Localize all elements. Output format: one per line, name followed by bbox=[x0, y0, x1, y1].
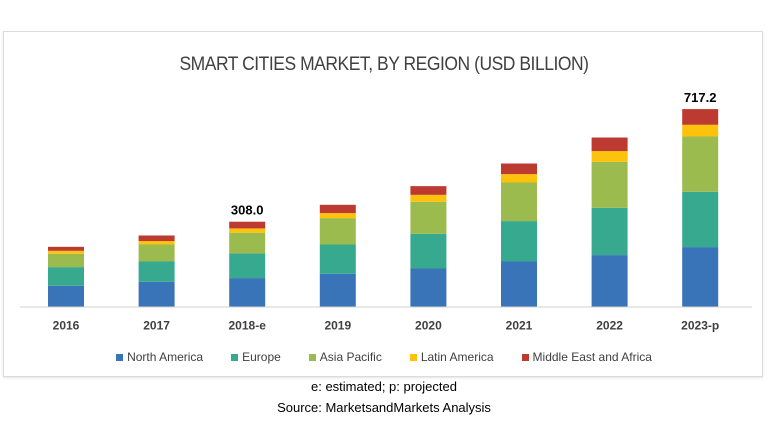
x-tick-label: 2019 bbox=[324, 319, 351, 333]
legend-item: Middle East and Africa bbox=[521, 350, 652, 364]
legend-label: North America bbox=[127, 350, 204, 364]
legend-label: Latin America bbox=[420, 350, 494, 364]
bar-segment-europe-2018-e bbox=[229, 253, 266, 279]
bar-segment-europe-2020 bbox=[410, 233, 447, 269]
legend-item: North America bbox=[116, 350, 203, 364]
x-tick-label: 2016 bbox=[53, 319, 80, 333]
bar-segment-asia-pacific-2023-p bbox=[682, 136, 719, 192]
bar-segment-latin-america-2017 bbox=[138, 241, 175, 245]
bar-segment-latin-america-2019 bbox=[319, 213, 356, 219]
legend-item: Europe bbox=[231, 350, 281, 364]
data-label-total: 308.0 bbox=[231, 203, 264, 218]
bar-segment-north-america-2019 bbox=[319, 273, 356, 307]
bar-segment-middle-east-and-africa-2023-p bbox=[682, 109, 719, 125]
bar-segment-asia-pacific-2017 bbox=[138, 244, 175, 262]
x-tick-label: 2022 bbox=[596, 319, 623, 333]
bar-segment-latin-america-2022 bbox=[591, 151, 628, 162]
bar-segment-middle-east-and-africa-2016 bbox=[48, 246, 84, 251]
bar-segment-asia-pacific-2021 bbox=[501, 182, 537, 222]
bar-segment-middle-east-and-africa-2022 bbox=[591, 137, 628, 152]
legend-label: Europe bbox=[242, 350, 281, 364]
legend-swatch bbox=[521, 353, 529, 361]
x-tick-label: 2023-p bbox=[681, 319, 719, 333]
bar-segment-asia-pacific-2022 bbox=[591, 161, 628, 208]
x-tick-label: 2017 bbox=[143, 319, 170, 333]
bar-segment-asia-pacific-2020 bbox=[410, 201, 447, 234]
bar-segment-north-america-2022 bbox=[591, 255, 628, 307]
legend-label: Middle East and Africa bbox=[532, 350, 652, 364]
bar-segment-asia-pacific-2019 bbox=[319, 218, 356, 245]
bar-segment-middle-east-and-africa-2018-e bbox=[229, 221, 266, 229]
chart-frame bbox=[3, 31, 763, 377]
x-tick-label: 2018-e bbox=[229, 319, 267, 333]
x-tick-label: 2020 bbox=[415, 319, 442, 333]
bar-segment-europe-2022 bbox=[591, 207, 628, 256]
footnote-abbreviations: e: estimated; p: projected bbox=[311, 379, 457, 394]
bar-segment-latin-america-2023-p bbox=[682, 124, 719, 137]
bar-segment-north-america-2020 bbox=[410, 268, 447, 307]
legend-item: Asia Pacific bbox=[308, 350, 382, 364]
legend: North America Europe Asia Pacific Latin Ame… bbox=[0, 350, 768, 364]
bar-segment-middle-east-and-africa-2017 bbox=[138, 235, 175, 242]
bar-segment-europe-2023-p bbox=[682, 191, 719, 248]
bar-segment-asia-pacific-2016 bbox=[48, 253, 84, 268]
bar-segment-europe-2021 bbox=[501, 221, 537, 262]
chart-title: SMART CITIES MARKET, BY REGION (USD BILL… bbox=[179, 54, 589, 75]
legend-label: Asia Pacific bbox=[319, 350, 382, 364]
bar-segment-north-america-2016 bbox=[48, 285, 84, 307]
bar-segment-middle-east-and-africa-2019 bbox=[319, 204, 356, 214]
bar-segment-middle-east-and-africa-2021 bbox=[501, 163, 537, 175]
bar-segment-latin-america-2016 bbox=[48, 250, 84, 254]
legend-swatch bbox=[308, 353, 316, 361]
legend-item: Latin America bbox=[409, 350, 494, 364]
bar-segment-asia-pacific-2018-e bbox=[229, 232, 266, 254]
bar-segment-north-america-2023-p bbox=[682, 247, 719, 307]
bar-segment-north-america-2018-e bbox=[229, 278, 266, 307]
legend-swatch bbox=[231, 353, 239, 361]
bar-segment-middle-east-and-africa-2020 bbox=[410, 186, 447, 195]
bar-segment-north-america-2021 bbox=[501, 261, 537, 307]
bar-segment-north-america-2017 bbox=[138, 281, 175, 307]
bar-segment-latin-america-2018-e bbox=[229, 228, 266, 233]
legend-swatch bbox=[116, 353, 124, 361]
legend-swatch bbox=[409, 353, 417, 361]
bar-segment-europe-2019 bbox=[319, 244, 356, 274]
bar-segment-latin-america-2020 bbox=[410, 194, 447, 202]
x-tick-label: 2021 bbox=[506, 319, 533, 333]
bar-segment-europe-2017 bbox=[138, 261, 175, 282]
bar-segment-europe-2016 bbox=[48, 267, 84, 286]
bar-segment-latin-america-2021 bbox=[501, 174, 537, 183]
data-label-total: 717.2 bbox=[684, 90, 717, 105]
footnote-source: Source: MarketsandMarkets Analysis bbox=[277, 400, 491, 415]
